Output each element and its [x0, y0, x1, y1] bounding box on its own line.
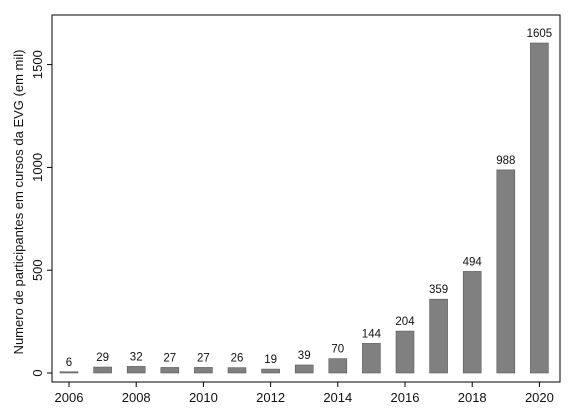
data-label-2016: 204: [395, 316, 415, 328]
y-tick-label-1500: 1500: [30, 50, 45, 79]
bar-labels-group: 6 29 32 27 27 26 19 39 70 144 204 359 494 988 1605: [66, 28, 552, 369]
bar-2014: [328, 358, 348, 374]
bar-2019: [496, 169, 516, 374]
bars-group: [59, 42, 549, 374]
x-tick-label-2006: 2006: [55, 390, 84, 405]
data-label-2013: 39: [298, 350, 311, 362]
y-axis: 0 500 1000 1500: [30, 50, 52, 377]
bar-2009: [160, 367, 180, 374]
data-label-2020: 1605: [527, 28, 553, 40]
bar-2012: [261, 368, 280, 374]
data-label-2014: 70: [331, 344, 344, 356]
bar-2007: [93, 366, 112, 374]
bar-2020: [530, 42, 549, 374]
x-axis: 2006 2008 2010 2012 2014 2016 2018 2020: [55, 382, 554, 405]
data-label-2010: 27: [197, 352, 210, 364]
bar-2010: [194, 367, 213, 374]
data-label-2018: 494: [463, 256, 483, 268]
data-label-2011: 26: [231, 353, 244, 365]
y-tick-label-0: 0: [30, 369, 45, 376]
bar-2013: [294, 364, 314, 374]
x-tick-label-2014: 2014: [323, 390, 352, 405]
data-label-2009: 27: [163, 352, 176, 364]
y-tick-label-1000: 1000: [30, 153, 45, 182]
bar-2016: [395, 330, 415, 374]
data-label-2006: 6: [66, 357, 72, 369]
bar-2006: [59, 371, 79, 374]
bar-2017: [429, 298, 448, 374]
x-tick-label-2008: 2008: [122, 390, 151, 405]
x-tick-label-2010: 2010: [189, 390, 218, 405]
x-tick-label-2020: 2020: [525, 390, 554, 405]
bar-2011: [227, 367, 247, 374]
bar-2015: [362, 343, 381, 374]
x-tick-label-2016: 2016: [391, 390, 420, 405]
x-tick-label-2012: 2012: [256, 390, 285, 405]
data-label-2017: 359: [429, 284, 448, 296]
data-label-2012: 19: [264, 354, 277, 366]
data-label-2008: 32: [130, 351, 143, 363]
bar-2008: [126, 366, 146, 374]
bar-2018: [462, 271, 482, 374]
y-axis-title: Numero de participantes em cursos da EVG…: [11, 50, 26, 355]
data-label-2015: 144: [362, 328, 382, 340]
data-label-2019: 988: [496, 155, 515, 167]
y-tick-label-500: 500: [30, 259, 45, 281]
x-tick-label-2018: 2018: [458, 390, 487, 405]
plot-frame: [51, 14, 561, 383]
data-label-2007: 29: [96, 352, 109, 364]
